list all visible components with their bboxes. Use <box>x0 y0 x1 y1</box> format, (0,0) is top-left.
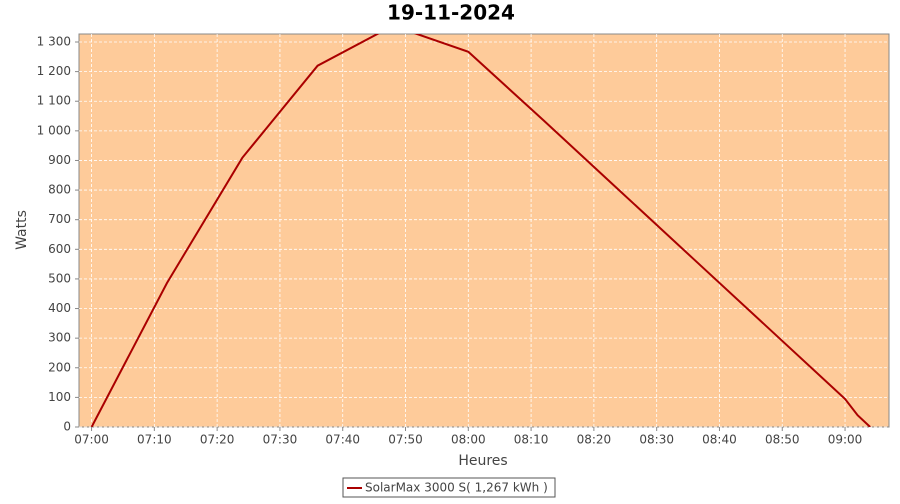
y-tick-label: 1 200 <box>37 64 71 78</box>
x-tick-label: 07:10 <box>137 433 172 447</box>
y-tick-label: 1 000 <box>37 123 71 137</box>
y-tick-label: 200 <box>48 360 71 374</box>
x-tick-label: 08:20 <box>577 433 612 447</box>
x-tick-label: 08:50 <box>765 433 800 447</box>
y-tick-label: 500 <box>48 271 71 285</box>
chart-title: 19-11-2024 <box>387 1 515 25</box>
y-tick-label: 700 <box>48 212 71 226</box>
y-tick-label: 300 <box>48 331 71 345</box>
x-tick-label: 08:30 <box>639 433 674 447</box>
legend <box>342 477 556 498</box>
x-tick-label: 08:40 <box>702 433 737 447</box>
x-tick-label: 07:00 <box>74 433 109 447</box>
plot-area <box>78 33 890 428</box>
x-tick-label: 07:30 <box>263 433 298 447</box>
data-line <box>90 34 871 427</box>
y-axis-label: Watts <box>14 210 30 250</box>
y-tick-label: 600 <box>48 242 71 256</box>
y-tick-label: 1 100 <box>37 94 71 108</box>
x-tick-label: 07:50 <box>388 433 423 447</box>
y-tick-label: 1 300 <box>37 34 71 48</box>
x-tick-label: 09:00 <box>828 433 863 447</box>
x-axis-label: Heures <box>458 453 507 469</box>
x-tick-label: 08:00 <box>451 433 486 447</box>
x-tick-label: 08:10 <box>514 433 549 447</box>
x-tick-label: 07:20 <box>200 433 235 447</box>
y-tick-label: 400 <box>48 301 71 315</box>
y-tick-label: 900 <box>48 153 71 167</box>
y-tick-label: 0 <box>63 420 71 434</box>
legend-label: SolarMax 3000 S( 1,267 kWh ) <box>365 481 548 495</box>
y-tick-label: 100 <box>48 390 71 404</box>
x-tick-label: 07:40 <box>325 433 360 447</box>
y-tick-label: 800 <box>48 183 71 197</box>
